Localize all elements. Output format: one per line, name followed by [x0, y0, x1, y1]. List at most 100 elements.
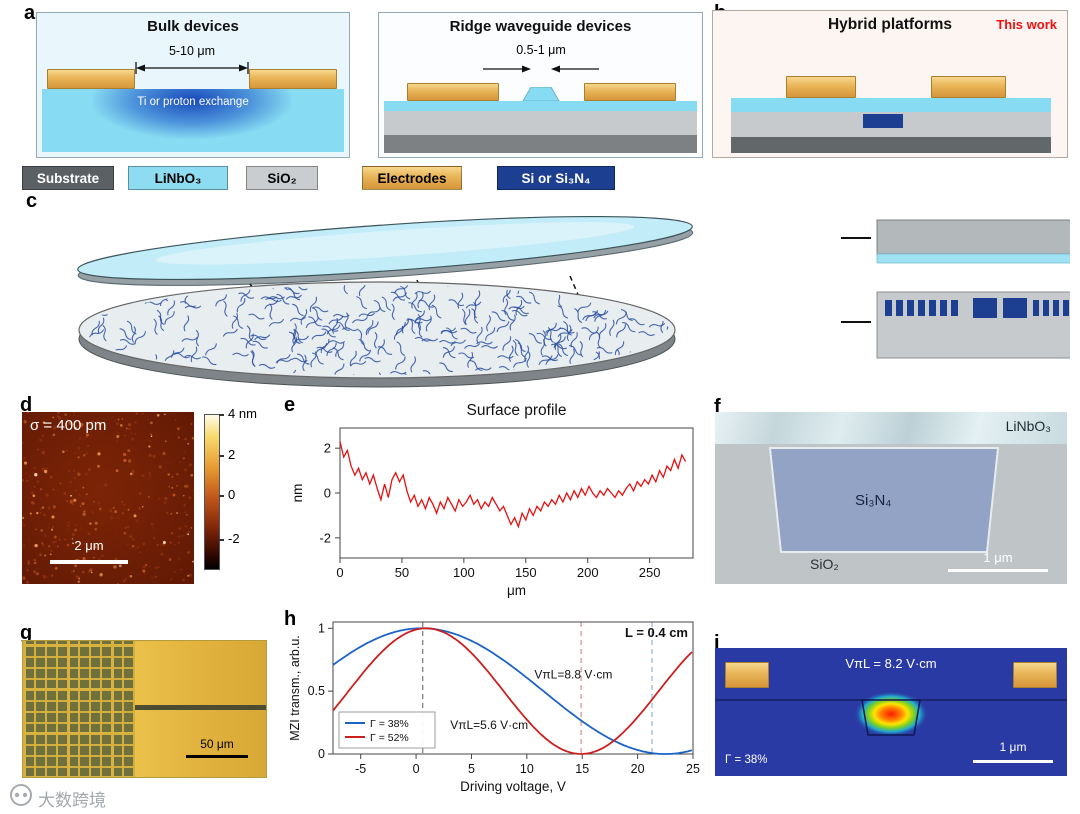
svg-text:MZI transm., arb.u.: MZI transm., arb.u. — [288, 635, 302, 741]
patterned-wafer — [78, 281, 676, 379]
colorbar-label: 2 — [228, 447, 236, 462]
svg-text:2: 2 — [324, 441, 331, 456]
ti-region-label: Ti or proton exchange — [137, 96, 249, 108]
optical-mode-blob — [847, 687, 935, 741]
micrograph-scalebar — [186, 755, 248, 758]
sem-si3n4-label: Si₃N₄ — [855, 492, 892, 509]
svg-text:0: 0 — [318, 747, 325, 761]
svg-text:0: 0 — [336, 565, 343, 580]
sem-cross-section-image: LiNbO₃ Si₃N₄ SiO₂ 1 μm — [715, 412, 1067, 584]
afm-colorbar-labels: 4 nm 2 0 -2 — [219, 406, 267, 574]
svg-text:25: 25 — [686, 762, 700, 776]
afm-roughness-label: σ = 400 pm — [30, 417, 107, 434]
svg-text:1: 1 — [318, 621, 325, 635]
colorbar-tick — [219, 455, 224, 457]
panel-d-label: d — [20, 394, 33, 416]
svg-text:250: 250 — [639, 565, 661, 580]
sim-gamma-label: Γ = 38% — [725, 754, 768, 766]
hybrid-waveguide-core — [863, 114, 903, 128]
colorbar-label: 0 — [228, 487, 236, 502]
hybrid-substrate-layer — [731, 137, 1051, 153]
afm-colorbar — [204, 414, 220, 570]
panel-i-label: i — [714, 632, 720, 654]
bulk-devices-title: Bulk devices — [147, 18, 239, 35]
thin-film-wafer — [77, 215, 694, 286]
panel-e-label: e — [284, 394, 296, 416]
ridge-electrode-right — [584, 83, 676, 101]
sim-waveguide-outline — [861, 699, 921, 736]
colorbar-label: 4 nm — [228, 406, 257, 421]
svg-text:0: 0 — [324, 486, 331, 501]
svg-text:Surface profile: Surface profile — [467, 402, 567, 419]
afm-image: σ = 400 pm 2 μm — [22, 412, 194, 584]
svg-text:μm: μm — [507, 583, 526, 598]
bulk-dimension-label: 5-10 μm — [168, 44, 216, 58]
surface-profile-plot: 0 50 100 150 200 250 -2 0 2 Surface profile μm nm — [290, 402, 694, 598]
mzi-transmission-chart: -5 0 5 10 15 20 25 0 0.5 1 Driving voltage, V MZI t… — [285, 612, 703, 808]
svg-text:VπL=8.8 V·cm: VπL=8.8 V·cm — [534, 668, 612, 682]
ridge-devices-title: Ridge waveguide devices — [449, 18, 632, 35]
ridge-linbo3-layer — [384, 101, 697, 111]
sem-si3n4-trapezoid — [768, 447, 1000, 553]
sim-electrode-left — [725, 662, 769, 688]
svg-text:Γ = 38%: Γ = 38% — [370, 718, 409, 730]
colorbar-tick — [219, 539, 224, 541]
svg-text:Driving voltage, V: Driving voltage, V — [460, 779, 566, 794]
donor-substrate — [876, 219, 1070, 255]
mode-simulation-image: VπL = 8.2 V·cm Γ = 38% 1 μm — [715, 648, 1067, 776]
afm-noise-texture — [22, 412, 194, 584]
svg-text:-2: -2 — [319, 530, 331, 545]
panel-h-label: h — [284, 608, 297, 630]
watermark-text: 大数跨境 — [38, 791, 106, 810]
svg-text:20: 20 — [631, 762, 645, 776]
bulk-devices-diagram: Bulk devices 5-10 μm Ti or proton exchan… — [36, 12, 350, 158]
micrograph-scalebar-label: 50 μm — [200, 737, 234, 751]
ridge-sio2-layer — [384, 111, 697, 135]
micrograph-waveguide-line — [135, 705, 266, 710]
colorbar-label: -2 — [228, 531, 240, 546]
svg-text:15: 15 — [575, 762, 589, 776]
hybrid-platforms-title: Hybrid platforms — [827, 16, 952, 33]
svg-text:nm: nm — [290, 484, 305, 503]
watermark-logo-icon — [10, 784, 32, 806]
sem-linbo3-label: LiNbO₃ — [1005, 418, 1051, 434]
ridge-substrate-layer — [384, 135, 697, 153]
surface-profile-line — [339, 441, 687, 529]
hybrid-linbo3-film — [731, 98, 1051, 112]
sim-scalebar-label: 1 μm — [999, 740, 1027, 754]
mzi-curve — [332, 627, 693, 755]
mzi-transmission-plot: -5 0 5 10 15 20 25 0 0.5 1 Driving voltage, V MZI t… — [288, 621, 700, 794]
afm-scalebar — [50, 560, 128, 564]
legend-item: Substrate — [22, 166, 114, 190]
svg-text:100: 100 — [453, 565, 475, 580]
ridge-waveguide-bump — [522, 87, 560, 101]
ti-diffusion-region — [92, 89, 292, 139]
svg-text:Γ = 52%: Γ = 52% — [370, 732, 409, 744]
legend-item: Electrodes — [362, 166, 462, 190]
micrograph-circuit-region — [23, 641, 135, 777]
legend-item: Si or Si₃N₄ — [497, 166, 615, 190]
bulk-dimension-arrow — [135, 62, 249, 74]
ridge-waveguide-diagram: Ridge waveguide devices 0.5-1 μm — [378, 12, 703, 158]
svg-text:0: 0 — [413, 762, 420, 776]
svg-text:VπL=5.6 V·cm: VπL=5.6 V·cm — [450, 718, 528, 732]
ridge-dimension-arrows — [483, 65, 599, 73]
svg-text:0.5: 0.5 — [308, 684, 325, 698]
mzi-curve — [332, 627, 693, 755]
legend-item: SiO₂ — [246, 166, 318, 190]
hybrid-platforms-panel: Hybrid platforms This work — [712, 10, 1068, 158]
panel-a-label: a — [24, 2, 36, 24]
svg-text:-5: -5 — [355, 762, 366, 776]
donor-film — [876, 253, 1070, 264]
colorbar-tick — [219, 414, 224, 416]
this-work-badge: This work — [996, 17, 1057, 32]
afm-scalebar-label: 2 μm — [74, 538, 104, 553]
surface-profile-chart: 0 50 100 150 200 250 -2 0 2 Surface profile μm nm — [285, 398, 703, 603]
mode-field-plot — [715, 687, 1067, 741]
svg-text:50: 50 — [395, 565, 409, 580]
hybrid-electrode-right — [931, 76, 1006, 98]
panel-c-label: c — [26, 190, 38, 212]
bulk-electrode-left — [47, 69, 135, 89]
wafer-bonding-illustration — [77, 215, 1070, 388]
sem-linbo3-band — [715, 412, 1067, 444]
